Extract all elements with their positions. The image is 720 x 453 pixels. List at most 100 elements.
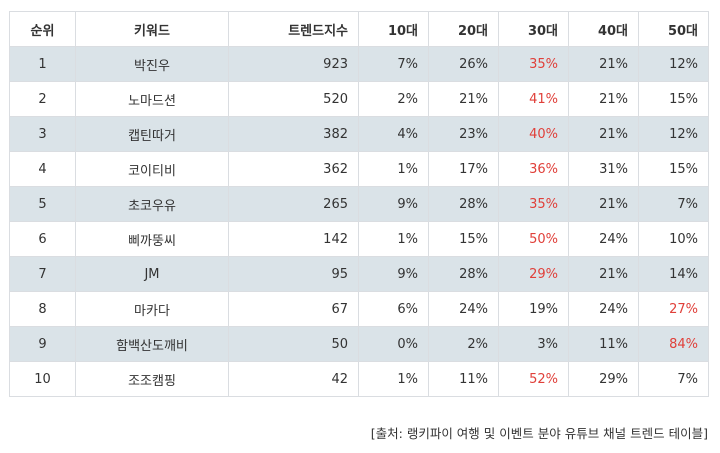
header-age-30s: 30대 [498, 11, 569, 47]
cell-age-30s: 52% [498, 361, 569, 397]
cell-age-30s: 29% [498, 256, 569, 292]
cell-rank: 1 [9, 46, 76, 82]
cell-age-50s: 27% [638, 291, 709, 327]
cell-rank: 2 [9, 81, 76, 117]
table-row: 3 캡틴따거 382 4% 23% 40% 21% 12% [9, 116, 709, 152]
header-age-40s: 40대 [568, 11, 639, 47]
cell-age-10s: 4% [358, 116, 429, 152]
cell-age-30s: 41% [498, 81, 569, 117]
cell-age-40s: 21% [568, 186, 639, 222]
cell-age-20s: 26% [428, 46, 499, 82]
cell-trend-index: 362 [228, 151, 359, 187]
cell-age-50s: 7% [638, 186, 709, 222]
cell-age-50s: 14% [638, 256, 709, 292]
cell-age-20s: 28% [428, 186, 499, 222]
cell-trend-index: 50 [228, 326, 359, 362]
cell-trend-index: 265 [228, 186, 359, 222]
cell-keyword: 코이티비 [75, 151, 229, 187]
table-row: 7 JM 95 9% 28% 29% 21% 14% [9, 256, 709, 292]
cell-age-50s: 15% [638, 81, 709, 117]
cell-keyword: 노마드션 [75, 81, 229, 117]
cell-age-10s: 9% [358, 256, 429, 292]
cell-age-30s: 35% [498, 186, 569, 222]
cell-age-20s: 15% [428, 221, 499, 257]
cell-age-40s: 11% [568, 326, 639, 362]
cell-age-20s: 23% [428, 116, 499, 152]
cell-keyword: 함백산도깨비 [75, 326, 229, 362]
cell-trend-index: 67 [228, 291, 359, 327]
cell-keyword: 삐까뚱씨 [75, 221, 229, 257]
header-trend-index: 트렌드지수 [228, 11, 359, 47]
cell-age-10s: 2% [358, 81, 429, 117]
table-body: 1 박진우 923 7% 26% 35% 21% 12% 2 노마드션 520 2% 21% 41% 21%… [9, 46, 709, 397]
cell-age-40s: 29% [568, 361, 639, 397]
header-age-20s: 20대 [428, 11, 499, 47]
cell-age-40s: 21% [568, 81, 639, 117]
cell-trend-index: 520 [228, 81, 359, 117]
source-caption: [출처: 랭키파이 여행 및 이벤트 분야 유튜브 채널 트렌드 테이블] [370, 426, 708, 441]
cell-age-30s: 19% [498, 291, 569, 327]
cell-age-40s: 21% [568, 46, 639, 82]
cell-age-40s: 24% [568, 291, 639, 327]
cell-age-20s: 2% [428, 326, 499, 362]
header-keyword: 키워드 [75, 11, 229, 47]
cell-age-50s: 84% [638, 326, 709, 362]
cell-rank: 6 [9, 221, 76, 257]
cell-trend-index: 382 [228, 116, 359, 152]
cell-age-20s: 24% [428, 291, 499, 327]
cell-age-10s: 1% [358, 221, 429, 257]
table-header-row: 순위 키워드 트렌드지수 10대 20대 30대 40대 50대 [9, 11, 709, 47]
cell-age-50s: 12% [638, 116, 709, 152]
cell-age-20s: 17% [428, 151, 499, 187]
table-row: 8 마카다 67 6% 24% 19% 24% 27% [9, 291, 709, 327]
cell-age-50s: 12% [638, 46, 709, 82]
cell-age-30s: 36% [498, 151, 569, 187]
cell-keyword: 마카다 [75, 291, 229, 327]
cell-age-50s: 10% [638, 221, 709, 257]
cell-age-30s: 35% [498, 46, 569, 82]
cell-age-20s: 11% [428, 361, 499, 397]
cell-age-10s: 9% [358, 186, 429, 222]
trend-table: 순위 키워드 트렌드지수 10대 20대 30대 40대 50대 1 박진우 923… [9, 11, 709, 397]
cell-age-10s: 1% [358, 361, 429, 397]
cell-keyword: 박진우 [75, 46, 229, 82]
cell-age-30s: 40% [498, 116, 569, 152]
cell-keyword: 조조캠핑 [75, 361, 229, 397]
cell-keyword: 초코우유 [75, 186, 229, 222]
cell-age-40s: 21% [568, 256, 639, 292]
table-row: 4 코이티비 362 1% 17% 36% 31% 15% [9, 151, 709, 187]
cell-keyword: JM [75, 256, 229, 292]
table-row: 9 함백산도깨비 50 0% 2% 3% 11% 84% [9, 326, 709, 362]
cell-age-10s: 1% [358, 151, 429, 187]
cell-trend-index: 142 [228, 221, 359, 257]
cell-age-30s: 50% [498, 221, 569, 257]
cell-keyword: 캡틴따거 [75, 116, 229, 152]
cell-age-50s: 7% [638, 361, 709, 397]
cell-age-30s: 3% [498, 326, 569, 362]
cell-age-50s: 15% [638, 151, 709, 187]
cell-trend-index: 42 [228, 361, 359, 397]
cell-rank: 10 [9, 361, 76, 397]
table-row: 1 박진우 923 7% 26% 35% 21% 12% [9, 46, 709, 82]
cell-rank: 5 [9, 186, 76, 222]
cell-trend-index: 95 [228, 256, 359, 292]
cell-age-10s: 0% [358, 326, 429, 362]
header-age-50s: 50대 [638, 11, 709, 47]
cell-rank: 9 [9, 326, 76, 362]
cell-rank: 3 [9, 116, 76, 152]
cell-age-40s: 24% [568, 221, 639, 257]
header-rank: 순위 [9, 11, 76, 47]
cell-rank: 7 [9, 256, 76, 292]
table-row: 10 조조캠핑 42 1% 11% 52% 29% 7% [9, 361, 709, 397]
table-row: 6 삐까뚱씨 142 1% 15% 50% 24% 10% [9, 221, 709, 257]
cell-age-20s: 28% [428, 256, 499, 292]
cell-rank: 8 [9, 291, 76, 327]
table-row: 2 노마드션 520 2% 21% 41% 21% 15% [9, 81, 709, 117]
cell-rank: 4 [9, 151, 76, 187]
header-age-10s: 10대 [358, 11, 429, 47]
table-row: 5 초코우유 265 9% 28% 35% 21% 7% [9, 186, 709, 222]
cell-age-10s: 6% [358, 291, 429, 327]
cell-trend-index: 923 [228, 46, 359, 82]
cell-age-40s: 31% [568, 151, 639, 187]
